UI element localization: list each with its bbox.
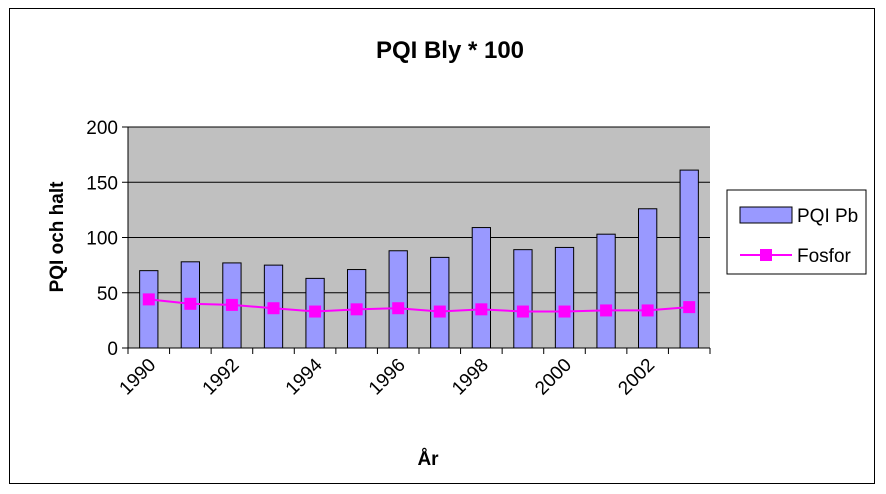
y-tick-label-50: 50 [97,284,118,305]
legend-marker-fosfor [760,249,772,261]
y-tick-label-150: 150 [86,173,118,194]
y-tick-labels: 0 50 100 150 200 [86,118,118,360]
point-2002 [641,304,654,317]
point-1990 [142,293,155,306]
point-1993 [267,302,280,315]
chart-title: PQI Bly * 100 [376,37,524,64]
legend-box [726,189,867,275]
point-1994 [309,305,322,318]
line-series [142,293,696,318]
point-1992 [225,298,238,311]
x-tick-label-1990: 1990 [116,355,161,400]
x-tick-label-2002: 2002 [614,355,659,400]
y-axis-title: PQI och halt [47,181,68,293]
point-1999 [516,305,529,318]
point-2000 [558,305,571,318]
bar-1999 [513,249,533,349]
point-2003 [683,301,696,314]
y-tick-label-0: 0 [107,339,118,360]
bar-1990 [139,270,159,349]
bar-2001 [596,233,616,349]
legend: PQI Pb Fosfor [726,189,867,275]
point-2001 [600,304,613,317]
x-tick-label-2000: 2000 [531,355,576,400]
bar-1998 [471,227,492,349]
point-1991 [184,297,197,310]
legend-swatch-pqi-pb [739,206,793,224]
bar-1996 [388,250,408,349]
x-tick-label-1996: 1996 [365,355,410,400]
legend-label-fosfor: Fosfor [797,246,852,267]
y-tick-label-100: 100 [86,229,118,250]
bar-2002 [637,208,658,349]
x-axis-title: År [417,449,439,470]
x-tick-label-1994: 1994 [282,354,327,399]
x-tick-label-1998: 1998 [448,355,493,400]
bar-2003 [679,169,699,349]
x-tick-labels: 1990 1992 1994 1996 1998 2000 2002 [116,354,660,399]
point-1998 [475,303,488,316]
x-tick-label-1992: 1992 [199,355,244,400]
point-1996 [392,302,405,315]
axes [122,126,711,354]
bar-2000 [554,246,575,349]
bar-1997 [430,256,450,349]
line-fosfor [148,298,690,313]
y-tick-label-200: 200 [86,118,118,139]
point-1997 [433,305,446,318]
legend-label-pqi-pb: PQI Pb [797,206,858,227]
point-1995 [350,303,363,316]
